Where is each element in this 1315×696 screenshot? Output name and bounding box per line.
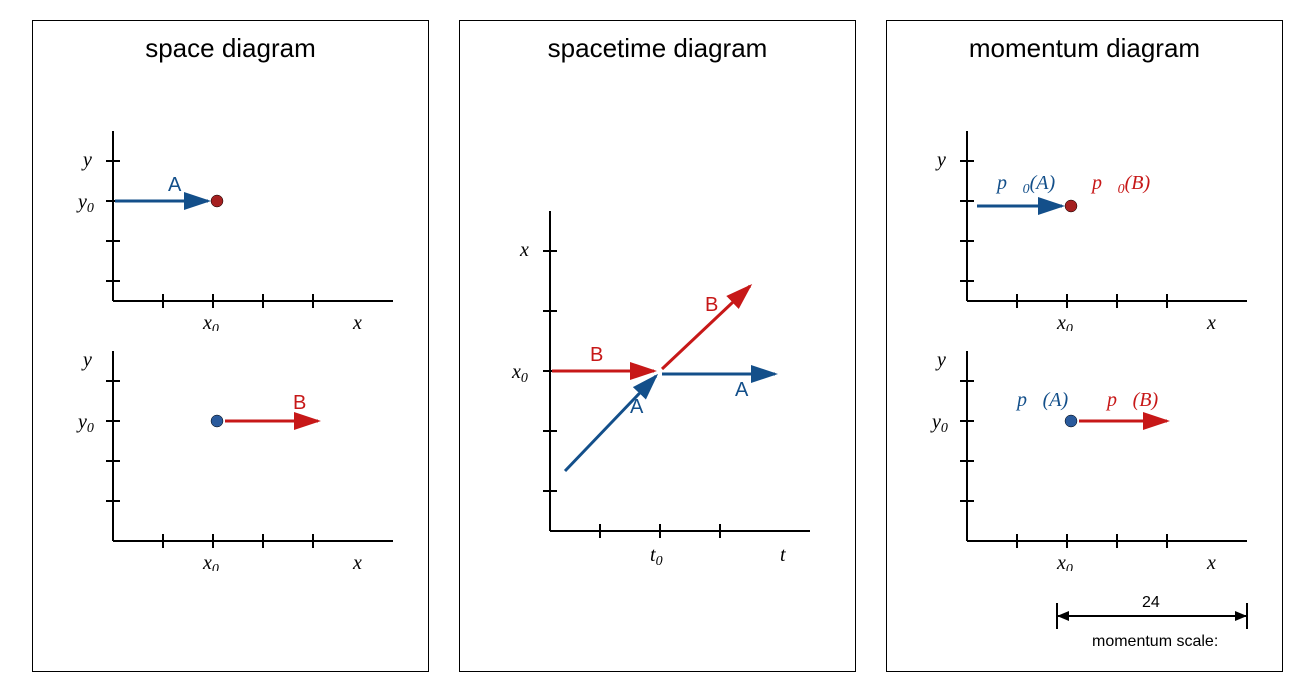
dot-pa (1065, 415, 1077, 427)
t0-label: t0 (650, 544, 663, 569)
scale-value: 24 (1142, 594, 1160, 611)
momentum-bottom-plot: y y0 x0 x p⃗(A) p⃗(B) (907, 341, 1257, 571)
momentum-diagram-panel: momentum diagram y x0 x p⃗0(A) (886, 20, 1283, 672)
x0-label: x0 (1056, 552, 1073, 571)
y0-label: y0 (930, 411, 948, 436)
label-p0b: p⃗0(B) (1090, 172, 1150, 197)
x-axis-label: x (1206, 552, 1216, 571)
worldline-a-before (565, 376, 656, 471)
label-b-after: B (705, 294, 718, 316)
arrow-a-label: A (168, 174, 182, 196)
label-pa: p⃗(A) (1015, 389, 1068, 411)
x-vert-label: x (519, 239, 529, 261)
y-axis-label: y (935, 349, 946, 371)
arrow-b-label: B (293, 392, 306, 414)
space-diagram-panel: space diagram y y0 x0 x (32, 20, 429, 672)
dot-p0b (1065, 200, 1077, 212)
y0-label: y0 (76, 191, 94, 216)
x0-label: x0 (1056, 312, 1073, 331)
momentum-top-plot: y x0 x p⃗0(A) p⃗0(B) (907, 121, 1257, 331)
y-axis-label: y (81, 349, 92, 371)
label-a-before: A (630, 396, 644, 418)
y-axis-label: y (81, 149, 92, 171)
y0-label: y0 (76, 411, 94, 436)
scale-label: momentum scale: (1092, 633, 1218, 650)
particle-b-dot (211, 195, 223, 207)
momentum-scale: 24 momentum scale: (1047, 591, 1267, 661)
x-axis-label: x (352, 312, 362, 331)
panel-title: space diagram (33, 33, 428, 64)
space-top-plot: y y0 x0 x A (53, 121, 403, 331)
panel-title: momentum diagram (887, 33, 1282, 64)
panel-title: spacetime diagram (460, 33, 855, 64)
label-pb: p⃗(B) (1105, 389, 1158, 411)
x-axis-label: x (352, 552, 362, 571)
label-a-after: A (735, 379, 749, 401)
x0-label: x0 (202, 312, 219, 331)
label-p0a: p⃗0(A) (995, 172, 1055, 197)
x0-vert-label: x0 (511, 361, 528, 386)
particle-a-dot (211, 415, 223, 427)
space-bottom-plot: y y0 x0 x B (53, 341, 403, 571)
x0-label: x0 (202, 552, 219, 571)
spacetime-diagram-panel: spacetime diagram (459, 20, 856, 672)
y-axis-label: y (935, 149, 946, 171)
label-b-before: B (590, 344, 603, 366)
spacetime-plot: x x0 t0 t B A A B (490, 191, 830, 571)
x-axis-label: x (1206, 312, 1216, 331)
t-label: t (780, 544, 786, 566)
